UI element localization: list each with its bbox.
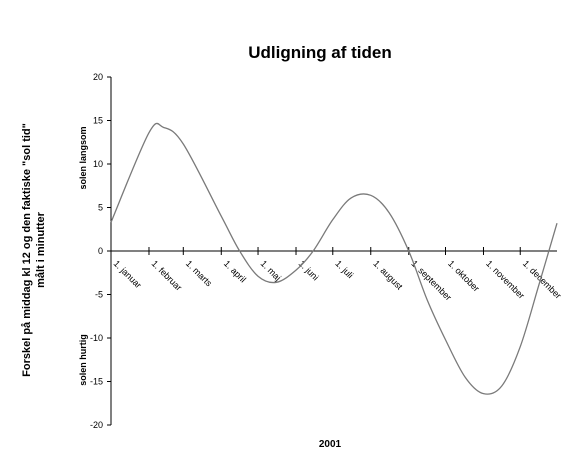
y-ticks: 20 15 10 5 0 -5 -10 -15 -20: [90, 72, 111, 430]
month-label: 1. august: [371, 258, 405, 292]
month-label: 1. juli: [333, 258, 355, 280]
y-tick-label: -15: [90, 377, 103, 387]
y-tick-label: 0: [98, 246, 103, 256]
y-tick-label: -20: [90, 420, 103, 430]
y-tick-label: 10: [93, 159, 103, 169]
y-axis-label-line-2: målt i minutter: [35, 211, 47, 288]
upper-side-note: solen langsom: [78, 126, 88, 189]
month-label: 1. februar: [150, 258, 184, 292]
y-tick-label: 5: [98, 203, 103, 213]
month-label: 1. januar: [112, 258, 144, 290]
y-tick-label: -5: [95, 290, 103, 300]
month-label: 1. juni: [297, 258, 321, 282]
y-tick-label: 15: [93, 116, 103, 126]
month-label: 1. april: [222, 258, 248, 284]
month-label: 1. december: [521, 258, 563, 300]
y-axis-title: Forskel på middag kl 12 og den faktiske …: [21, 123, 47, 377]
month-ticks: 1. januar 1. februar 1. marts 1. april 1. ma…: [110, 247, 563, 303]
y-tick-label: -10: [90, 333, 103, 343]
y-tick-label: 20: [93, 72, 103, 82]
month-label: 1. marts: [184, 258, 214, 288]
x-axis-title: 2001: [319, 439, 342, 450]
lower-side-note: solen hurtig: [78, 334, 88, 386]
series-line: [110, 122, 558, 395]
y-axis-label-line-1: Forskel på middag kl 12 og den faktiske …: [21, 123, 33, 377]
month-label: 1. oktober: [446, 258, 481, 293]
chart-title: Udligning af tiden: [248, 43, 392, 62]
